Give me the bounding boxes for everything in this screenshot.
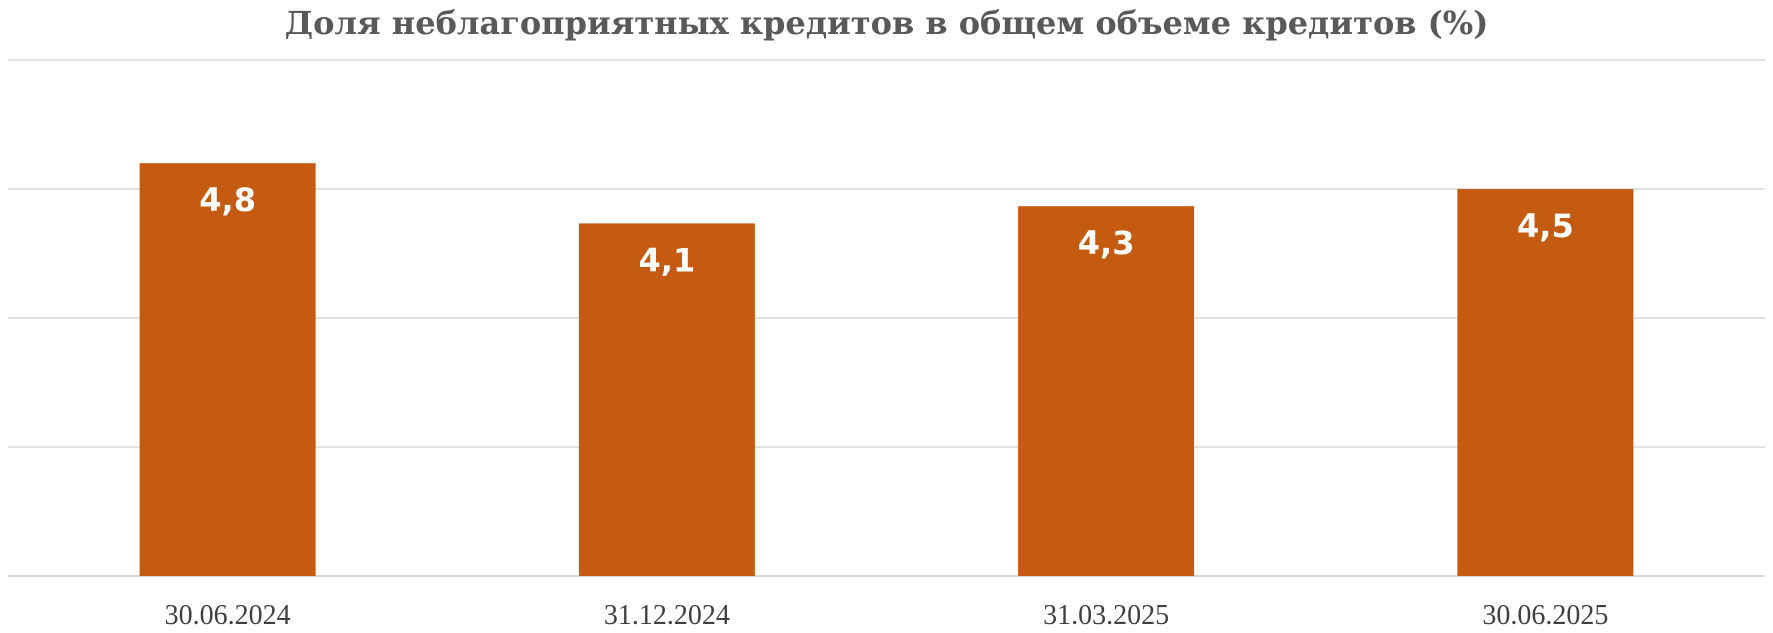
data-label: 4,3 [1078,224,1135,262]
x-tick-label: 31.03.2025 [1043,600,1169,631]
bar-30.06.2024 [139,163,316,576]
x-tick-label: 30.06.2025 [1482,600,1608,631]
data-labels: 4,8 4,1 4,3 4,5 [199,181,1573,279]
chart-title: Доля неблагоприятных кредитов в общем об… [284,4,1489,42]
bars [139,163,1634,576]
data-label: 4,8 [199,181,256,219]
x-tick-label: 30.06.2024 [165,600,291,631]
bar-30.06.2025 [1457,189,1634,576]
x-tick-label: 31.12.2024 [604,600,730,631]
bar-31.03.2025 [1018,206,1195,576]
data-label: 4,1 [639,241,696,279]
x-axis-tick-labels: 30.06.2024 31.12.2024 31.03.2025 30.06.2025 [165,600,1609,631]
bar-31.12.2024 [578,223,755,576]
data-label: 4,5 [1517,207,1574,245]
